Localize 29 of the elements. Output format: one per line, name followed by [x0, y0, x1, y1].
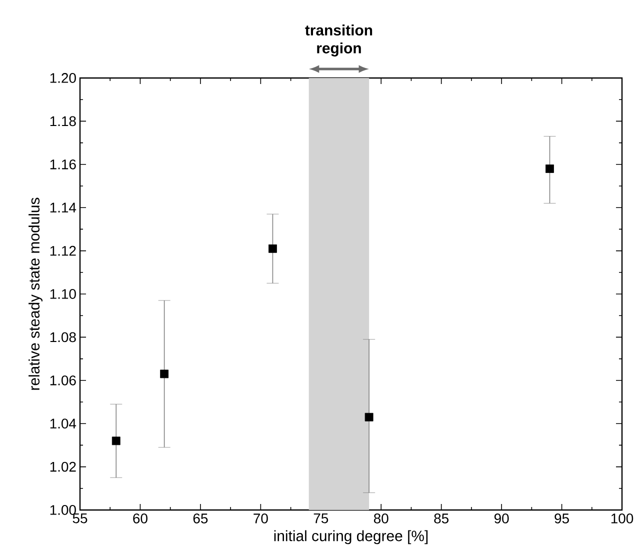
- x-tick-label: 65: [193, 513, 208, 524]
- x-tick-label: 95: [554, 513, 569, 524]
- y-tick-label: 1.04: [50, 418, 76, 428]
- y-tick-label: 1.08: [50, 332, 76, 342]
- x-tick-label: 85: [434, 513, 449, 524]
- y-axis-title: relative steady state modulus: [28, 198, 42, 390]
- x-tick-label: 90: [494, 513, 509, 524]
- y-tick-label: 1.16: [50, 159, 76, 170]
- x-tick-label: 80: [374, 513, 388, 524]
- y-tick-label: 1.14: [50, 202, 76, 212]
- y-tick-label: 1.00: [50, 504, 76, 515]
- x-tick-label: 75: [314, 513, 328, 524]
- x-tick-label: 55: [72, 513, 88, 524]
- x-axis-title: initial curing degree [%]: [274, 530, 428, 544]
- y-tick-label: 1.12: [50, 246, 76, 256]
- point: [112, 436, 120, 445]
- point: [364, 412, 374, 422]
- x-tick-label: 60: [133, 513, 148, 524]
- x-tick-label: 70: [254, 513, 268, 524]
- y-tick-label: 1.10: [50, 288, 76, 299]
- band-label: transition region: [305, 24, 372, 56]
- x-tick-label: 100: [611, 513, 634, 524]
- y-tick-label: 1.06: [50, 375, 76, 386]
- point: [268, 244, 277, 253]
- point: [160, 369, 169, 378]
- y-tick-label: 1.18: [50, 116, 76, 126]
- y-tick-label: 1.20: [50, 72, 76, 83]
- point: [546, 164, 554, 173]
- y-tick-label: 1.02: [50, 462, 76, 472]
